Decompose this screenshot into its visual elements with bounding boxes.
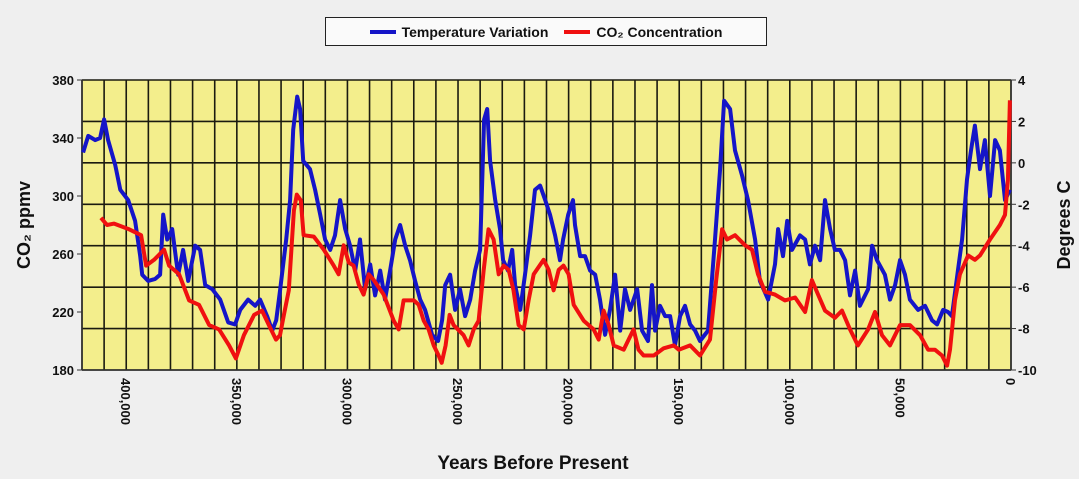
y-left-tick-label: 260: [52, 247, 74, 262]
legend-item-co2: CO₂ Concentration: [564, 24, 722, 40]
x-tick-label: 200,000: [561, 378, 576, 425]
x-tick-label: 400,000: [118, 378, 133, 425]
y-right-tick-label: -2: [1018, 197, 1030, 212]
y-axis-left-title: CO₂ ppmv: [14, 181, 34, 269]
y-right-tick-label: 0: [1018, 156, 1025, 171]
legend-item-temperature: Temperature Variation: [369, 23, 549, 40]
x-tick-label: 300,000: [339, 378, 354, 425]
series-lines: [81, 94, 1012, 368]
x-tick-label: 250,000: [450, 378, 465, 425]
y-axis-right-title: Degrees C: [1054, 180, 1074, 269]
y-left-tick-label: 380: [52, 73, 74, 88]
co2-swatch: [564, 29, 591, 34]
temperature-swatch: [369, 29, 396, 34]
y-left-tick-label: 180: [52, 363, 74, 378]
y-left-tick-label: 300: [52, 189, 74, 204]
x-tick-label: 50,000: [892, 378, 907, 418]
x-axis-title: Years Before Present: [437, 453, 629, 474]
co2-concentration-line: [99, 100, 1012, 368]
x-tick-label: 350,000: [229, 378, 244, 425]
y-left-tick-label: 220: [52, 305, 74, 320]
y-right-tick-label: -10: [1018, 363, 1037, 378]
y-right-tick-label: 4: [1018, 73, 1026, 88]
legend-label-temperature: Temperature Variation: [401, 23, 549, 40]
y-right-tick-label: -6: [1018, 280, 1030, 295]
y-right-tick-label: -4: [1018, 239, 1030, 254]
temperature-variation-line: [81, 94, 1012, 348]
x-tick-label: 0: [1003, 378, 1018, 385]
y-right-tick-label: -8: [1018, 322, 1030, 337]
ticks: 380 340 300 260 220 180 4 2 0 -2 -4 -6 -8 -10 400,000 3…: [52, 73, 1037, 425]
y-right-tick-label: 2: [1018, 114, 1025, 129]
y-left-tick-label: 340: [52, 131, 74, 146]
legend-label-co2: CO₂ Concentration: [596, 23, 723, 40]
x-tick-label: 150,000: [671, 378, 686, 425]
legend: Temperature Variation CO₂ Concentration: [325, 17, 767, 46]
x-tick-label: 100,000: [782, 378, 797, 425]
